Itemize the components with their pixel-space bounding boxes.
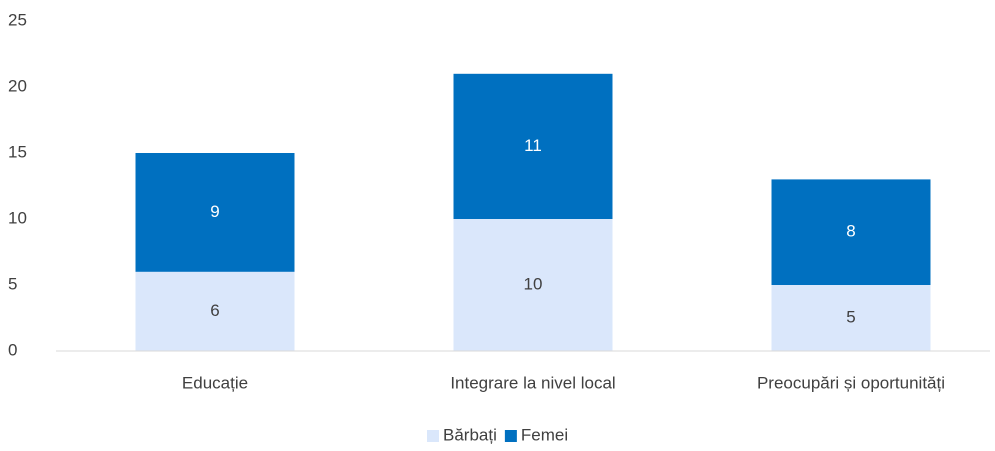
bar-segment <box>135 153 295 272</box>
data-label: 5 <box>846 307 855 326</box>
bar-segment <box>453 73 613 219</box>
y-tick-label: 20 <box>8 76 27 95</box>
legend-label: Bărbați <box>443 425 497 444</box>
bar-segment <box>771 285 931 351</box>
bar-segment <box>453 219 613 351</box>
data-label: 8 <box>846 222 855 241</box>
x-tick-label: Educație <box>182 373 248 392</box>
legend-label: Femei <box>521 425 568 444</box>
data-label: 9 <box>210 202 219 221</box>
x-tick-label: Integrare la nivel local <box>450 373 615 392</box>
legend-swatch <box>427 430 439 442</box>
data-label: 6 <box>210 301 219 320</box>
y-tick-label: 25 <box>8 10 27 29</box>
bar-segment <box>135 271 295 351</box>
data-label: 10 <box>524 274 543 293</box>
data-label: 11 <box>524 136 542 155</box>
y-tick-label: 0 <box>8 340 17 359</box>
bar-segment <box>771 179 931 285</box>
x-tick-label: Preocupări și oportunități <box>757 373 945 392</box>
y-tick-label: 5 <box>8 274 17 293</box>
y-tick-label: 15 <box>8 142 27 161</box>
y-tick-label: 10 <box>8 208 27 227</box>
legend-swatch <box>504 430 517 442</box>
